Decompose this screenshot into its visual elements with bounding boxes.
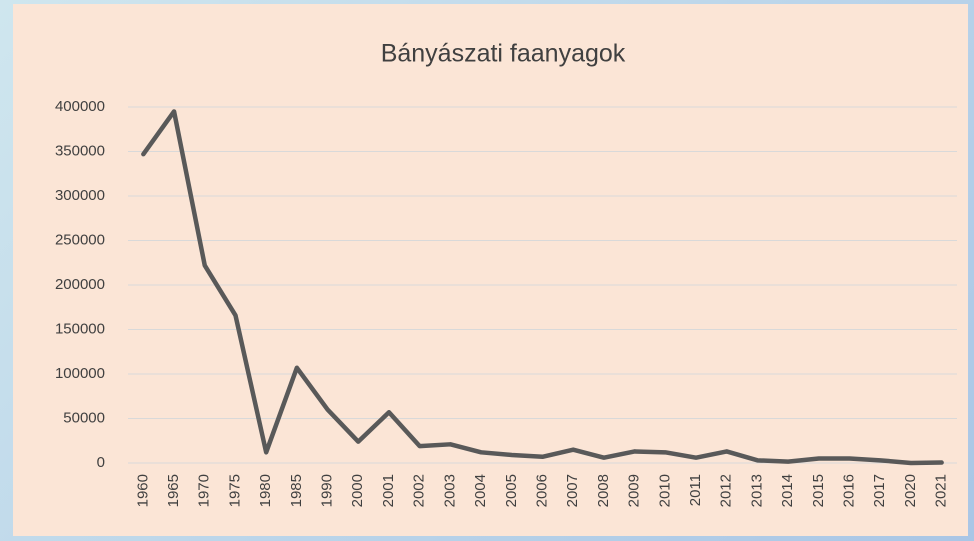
x-tick-label: 2016 (841, 474, 858, 507)
chart-area (13, 4, 968, 536)
x-tick-label: 1960 (134, 474, 151, 507)
x-tick-label: 1980 (257, 474, 274, 507)
x-tick-label: 2010 (656, 474, 673, 507)
x-tick-label: 1990 (319, 474, 336, 507)
x-tick-label: 2020 (902, 474, 919, 507)
x-tick-label: 2000 (349, 474, 366, 507)
x-tick-label: 2013 (748, 474, 765, 507)
x-tick-label: 2011 (687, 474, 704, 506)
y-tick-label: 300000 (55, 187, 105, 204)
x-tick-label: 2004 (472, 474, 489, 507)
y-tick-label: 150000 (55, 320, 105, 337)
x-tick-label: 1970 (196, 474, 213, 507)
x-tick-label: 2014 (779, 474, 796, 507)
data-line (141, 109, 944, 466)
x-tick-label: 2005 (503, 474, 520, 507)
x-tick-label: 2021 (933, 474, 950, 507)
x-tick-label: 2001 (380, 474, 397, 507)
x-tick-label: 2009 (626, 474, 643, 507)
x-tick-label: 2003 (441, 474, 458, 507)
y-tick-label: 350000 (55, 142, 105, 159)
chart-title: Bányászati faanyagok (381, 40, 626, 68)
x-tick-label: 2007 (564, 474, 581, 507)
x-tick-label: 2015 (810, 474, 827, 507)
x-tick-label: 2012 (718, 474, 735, 507)
y-tick-label: 400000 (55, 98, 105, 115)
y-tick-label: 200000 (55, 276, 105, 293)
y-tick-label: 250000 (55, 231, 105, 248)
x-tick-label: 2008 (595, 474, 612, 507)
y-tick-label: 100000 (55, 365, 105, 382)
x-tick-label: 1975 (226, 474, 243, 507)
x-tick-label: 2002 (411, 474, 428, 507)
y-tick-label: 0 (97, 454, 105, 471)
x-tick-label: 1985 (288, 474, 305, 507)
x-tick-label: 2017 (871, 474, 888, 507)
y-tick-label: 50000 (63, 409, 105, 426)
x-tick-label: 1965 (165, 474, 182, 507)
x-tick-label: 2006 (533, 474, 550, 507)
